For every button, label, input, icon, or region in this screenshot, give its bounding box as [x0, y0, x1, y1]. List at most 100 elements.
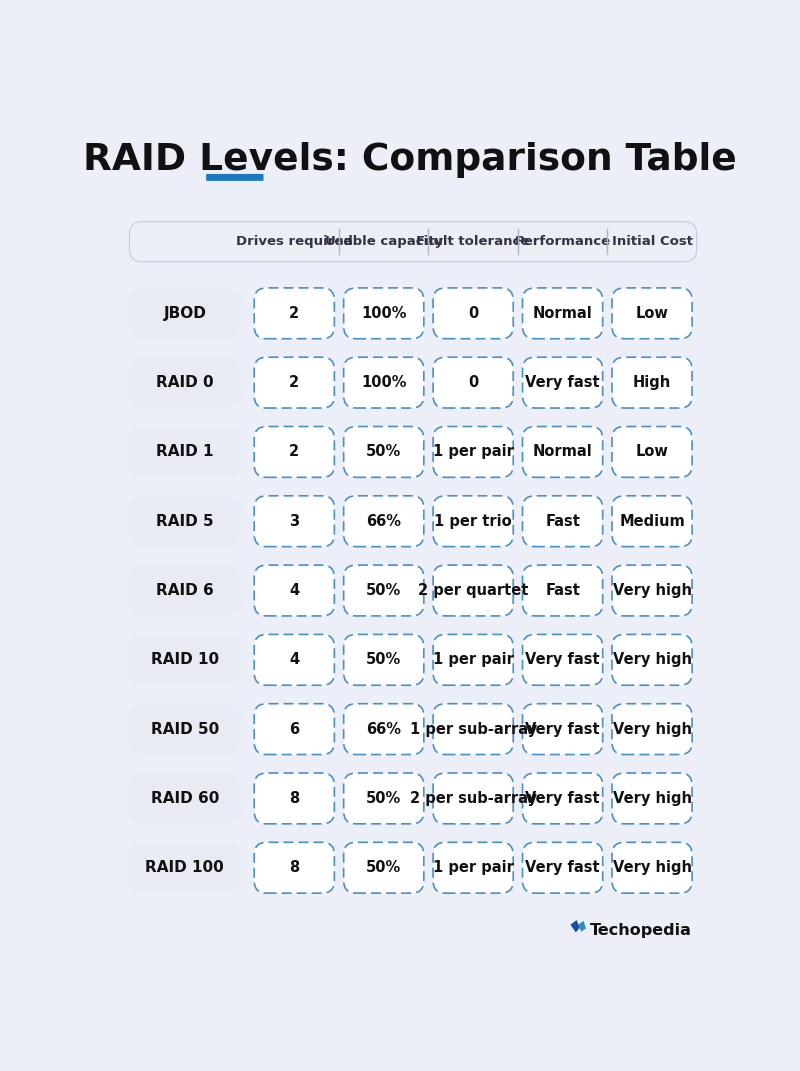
Text: 3: 3 [290, 514, 299, 529]
Text: RAID 1: RAID 1 [156, 444, 214, 459]
FancyBboxPatch shape [130, 497, 240, 545]
FancyBboxPatch shape [433, 426, 514, 478]
FancyBboxPatch shape [254, 288, 334, 338]
Text: 2 per sub-array: 2 per sub-array [410, 790, 537, 805]
Text: Initial Cost: Initial Cost [611, 236, 693, 248]
Text: Low: Low [635, 444, 669, 459]
Text: Very high: Very high [613, 652, 691, 667]
Text: RAID 60: RAID 60 [150, 790, 219, 805]
FancyBboxPatch shape [612, 426, 692, 478]
FancyBboxPatch shape [433, 565, 514, 616]
Text: RAID Levels: Comparison Table: RAID Levels: Comparison Table [83, 142, 737, 178]
Text: Very fast: Very fast [526, 652, 600, 667]
Text: 0: 0 [468, 306, 478, 321]
Text: Medium: Medium [619, 514, 685, 529]
Text: Performance: Performance [514, 236, 610, 248]
FancyBboxPatch shape [433, 288, 514, 338]
FancyBboxPatch shape [130, 567, 240, 615]
FancyBboxPatch shape [612, 842, 692, 893]
Text: JBOD: JBOD [163, 306, 206, 321]
FancyBboxPatch shape [344, 634, 424, 685]
Text: Very fast: Very fast [526, 790, 600, 805]
FancyBboxPatch shape [344, 842, 424, 893]
FancyBboxPatch shape [130, 289, 240, 337]
Text: 8: 8 [289, 790, 299, 805]
FancyBboxPatch shape [522, 634, 602, 685]
Text: RAID 50: RAID 50 [150, 722, 219, 737]
Text: 6: 6 [290, 722, 299, 737]
FancyBboxPatch shape [344, 565, 424, 616]
FancyBboxPatch shape [130, 705, 240, 753]
FancyBboxPatch shape [522, 842, 602, 893]
FancyBboxPatch shape [522, 704, 602, 755]
FancyBboxPatch shape [522, 565, 602, 616]
FancyBboxPatch shape [130, 428, 240, 476]
Text: 2: 2 [290, 306, 299, 321]
FancyBboxPatch shape [344, 426, 424, 478]
Text: Fast: Fast [545, 514, 580, 529]
Text: Very high: Very high [613, 790, 691, 805]
Text: Low: Low [635, 306, 669, 321]
FancyBboxPatch shape [344, 773, 424, 824]
Text: 50%: 50% [366, 444, 402, 459]
FancyBboxPatch shape [522, 358, 602, 408]
FancyBboxPatch shape [130, 636, 240, 683]
FancyBboxPatch shape [612, 704, 692, 755]
FancyBboxPatch shape [344, 496, 424, 546]
Text: Very high: Very high [613, 860, 691, 875]
Text: 0: 0 [468, 375, 478, 390]
FancyBboxPatch shape [522, 426, 602, 478]
Text: Fault tolerance: Fault tolerance [417, 236, 530, 248]
FancyBboxPatch shape [130, 844, 240, 891]
FancyBboxPatch shape [130, 774, 240, 823]
FancyBboxPatch shape [433, 634, 514, 685]
Text: Techopedia: Techopedia [590, 922, 692, 937]
Text: 100%: 100% [361, 375, 406, 390]
Text: 66%: 66% [366, 722, 402, 737]
Text: 50%: 50% [366, 583, 402, 598]
Text: Normal: Normal [533, 444, 593, 459]
FancyBboxPatch shape [612, 288, 692, 338]
FancyBboxPatch shape [612, 496, 692, 546]
FancyBboxPatch shape [433, 704, 514, 755]
Text: 1 per pair: 1 per pair [433, 652, 514, 667]
Text: Very fast: Very fast [526, 375, 600, 390]
FancyBboxPatch shape [254, 565, 334, 616]
Text: RAID 10: RAID 10 [151, 652, 219, 667]
FancyBboxPatch shape [522, 496, 602, 546]
FancyBboxPatch shape [254, 634, 334, 685]
Text: RAID 6: RAID 6 [156, 583, 214, 598]
FancyBboxPatch shape [612, 634, 692, 685]
FancyBboxPatch shape [254, 704, 334, 755]
Text: 1 per pair: 1 per pair [433, 444, 514, 459]
FancyBboxPatch shape [254, 773, 334, 824]
FancyBboxPatch shape [254, 426, 334, 478]
FancyBboxPatch shape [206, 174, 263, 181]
Text: Very fast: Very fast [526, 860, 600, 875]
Text: Usable capacity: Usable capacity [325, 236, 442, 248]
Polygon shape [570, 920, 580, 933]
FancyBboxPatch shape [612, 358, 692, 408]
Text: 4: 4 [290, 652, 299, 667]
Text: RAID 5: RAID 5 [156, 514, 214, 529]
Text: 50%: 50% [366, 652, 402, 667]
FancyBboxPatch shape [612, 773, 692, 824]
Text: 1 per pair: 1 per pair [433, 860, 514, 875]
Text: RAID 100: RAID 100 [146, 860, 224, 875]
FancyBboxPatch shape [130, 222, 697, 261]
Text: Very high: Very high [613, 583, 691, 598]
FancyBboxPatch shape [254, 496, 334, 546]
FancyBboxPatch shape [344, 358, 424, 408]
Text: 4: 4 [290, 583, 299, 598]
Text: High: High [633, 375, 671, 390]
Text: 1 per trio: 1 per trio [434, 514, 512, 529]
FancyBboxPatch shape [433, 842, 514, 893]
Text: RAID 0: RAID 0 [156, 375, 214, 390]
Text: 66%: 66% [366, 514, 402, 529]
Text: Fast: Fast [545, 583, 580, 598]
Text: 50%: 50% [366, 860, 402, 875]
Text: Very high: Very high [613, 722, 691, 737]
FancyBboxPatch shape [254, 358, 334, 408]
FancyBboxPatch shape [612, 565, 692, 616]
FancyBboxPatch shape [344, 704, 424, 755]
